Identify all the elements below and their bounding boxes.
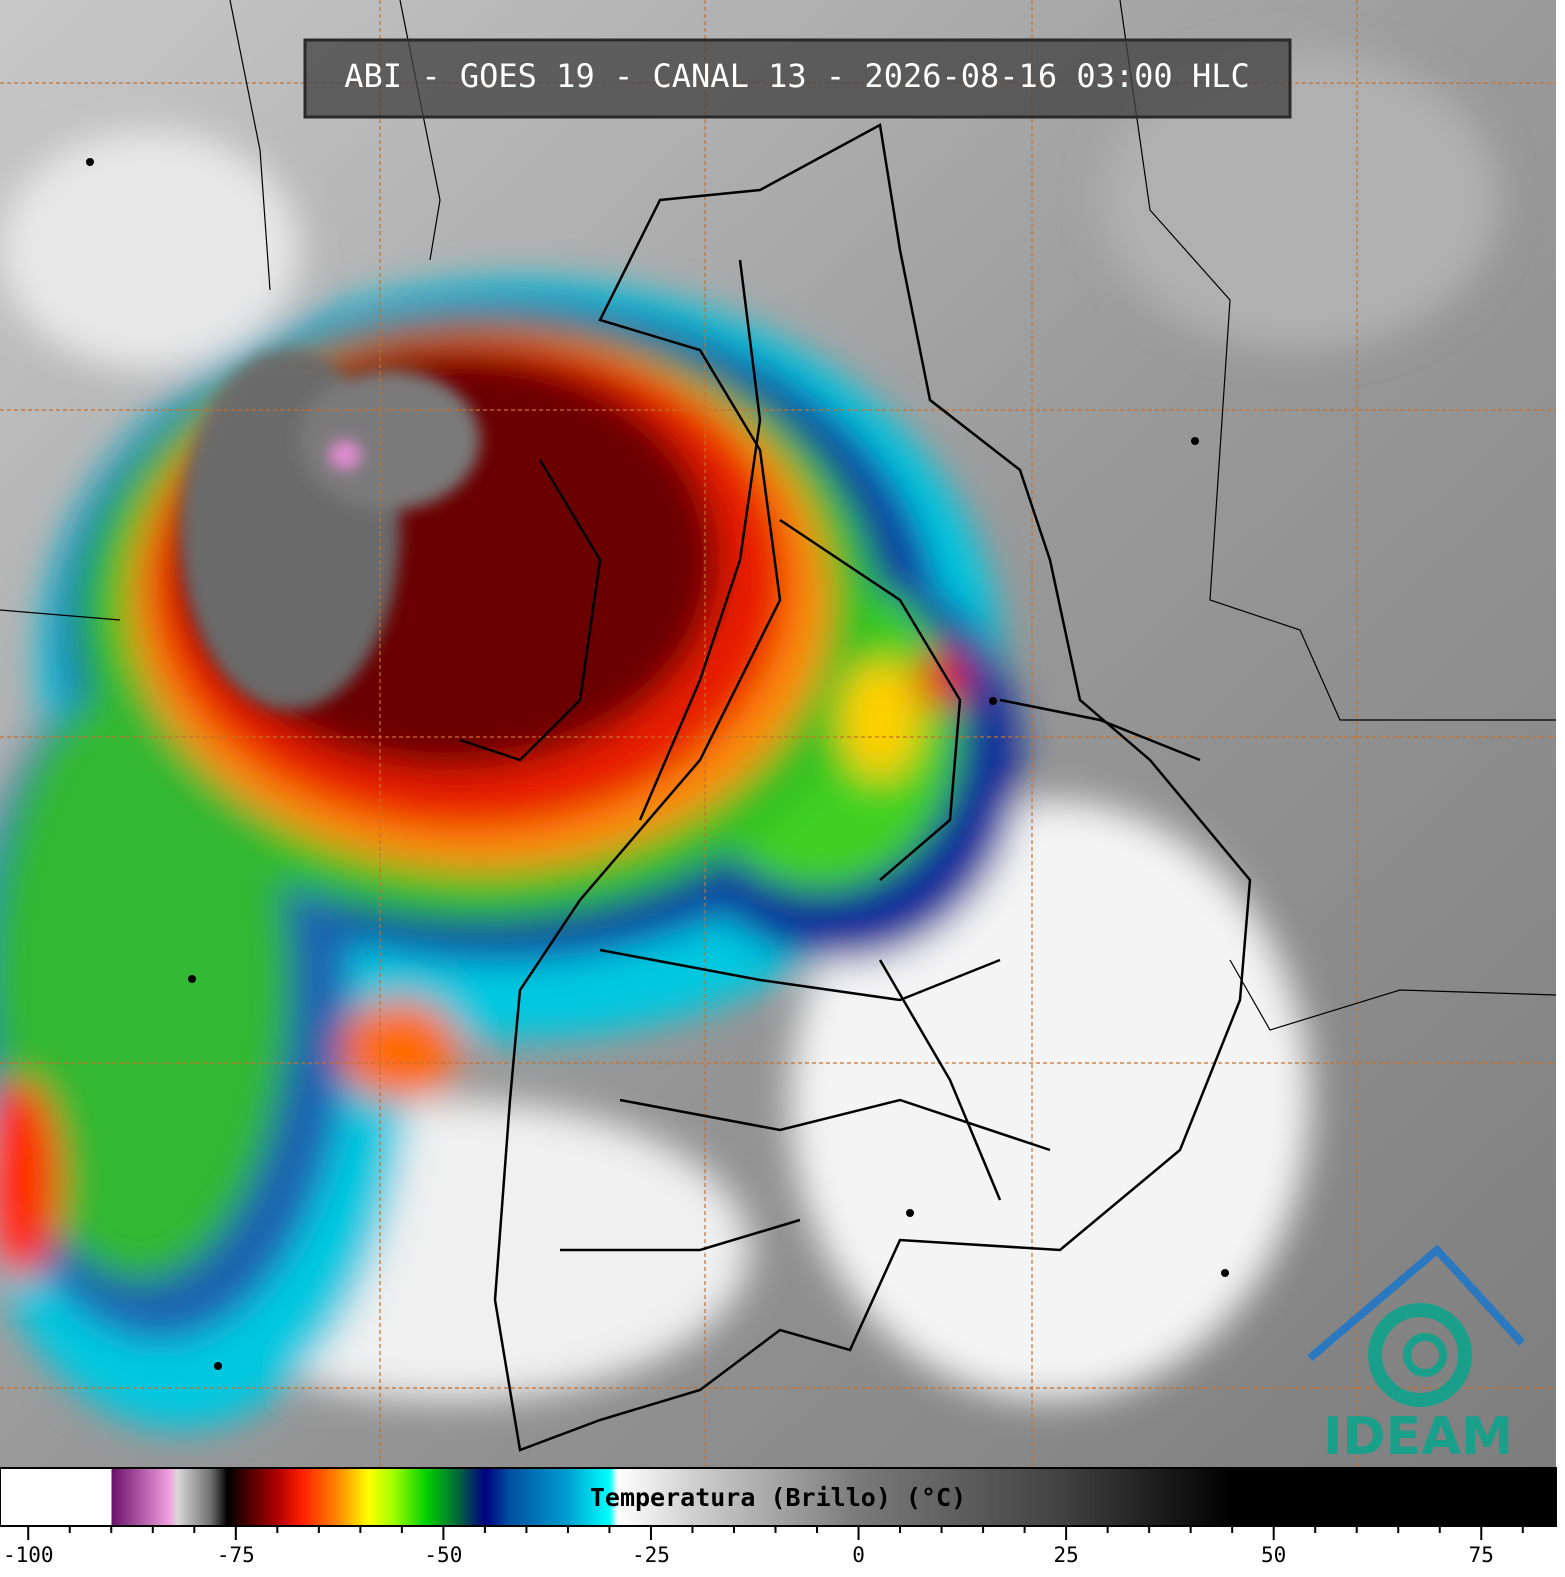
title-box bbox=[303, 38, 1292, 119]
tick-label: 25 bbox=[1053, 1543, 1078, 1567]
tick-label: -50 bbox=[424, 1543, 462, 1567]
colorbar-ramp bbox=[0, 1467, 1557, 1527]
logo-text: IDEAM bbox=[1323, 1407, 1513, 1467]
satellite-image bbox=[0, 0, 1557, 1468]
tick-label: -75 bbox=[217, 1543, 255, 1567]
colorbar: Temperatura (Brillo) (°C) -100 -75 -50 -25 0… bbox=[0, 1467, 1557, 1567]
title: ABI - GOES 19 - CANAL 13 - 2026-08-16 03… bbox=[344, 57, 1249, 95]
tick-label: -100 bbox=[3, 1543, 54, 1567]
tick-label: 50 bbox=[1261, 1543, 1286, 1567]
logo: IDEAM bbox=[1307, 1244, 1525, 1467]
borders bbox=[0, 0, 1557, 1452]
colorbar-label: Temperatura (Brillo) (°C) bbox=[590, 1483, 966, 1512]
tick-label: 0 bbox=[852, 1543, 865, 1567]
tick-label: -25 bbox=[632, 1543, 670, 1567]
tick-label: 75 bbox=[1469, 1543, 1494, 1567]
cities bbox=[86, 158, 1229, 1370]
